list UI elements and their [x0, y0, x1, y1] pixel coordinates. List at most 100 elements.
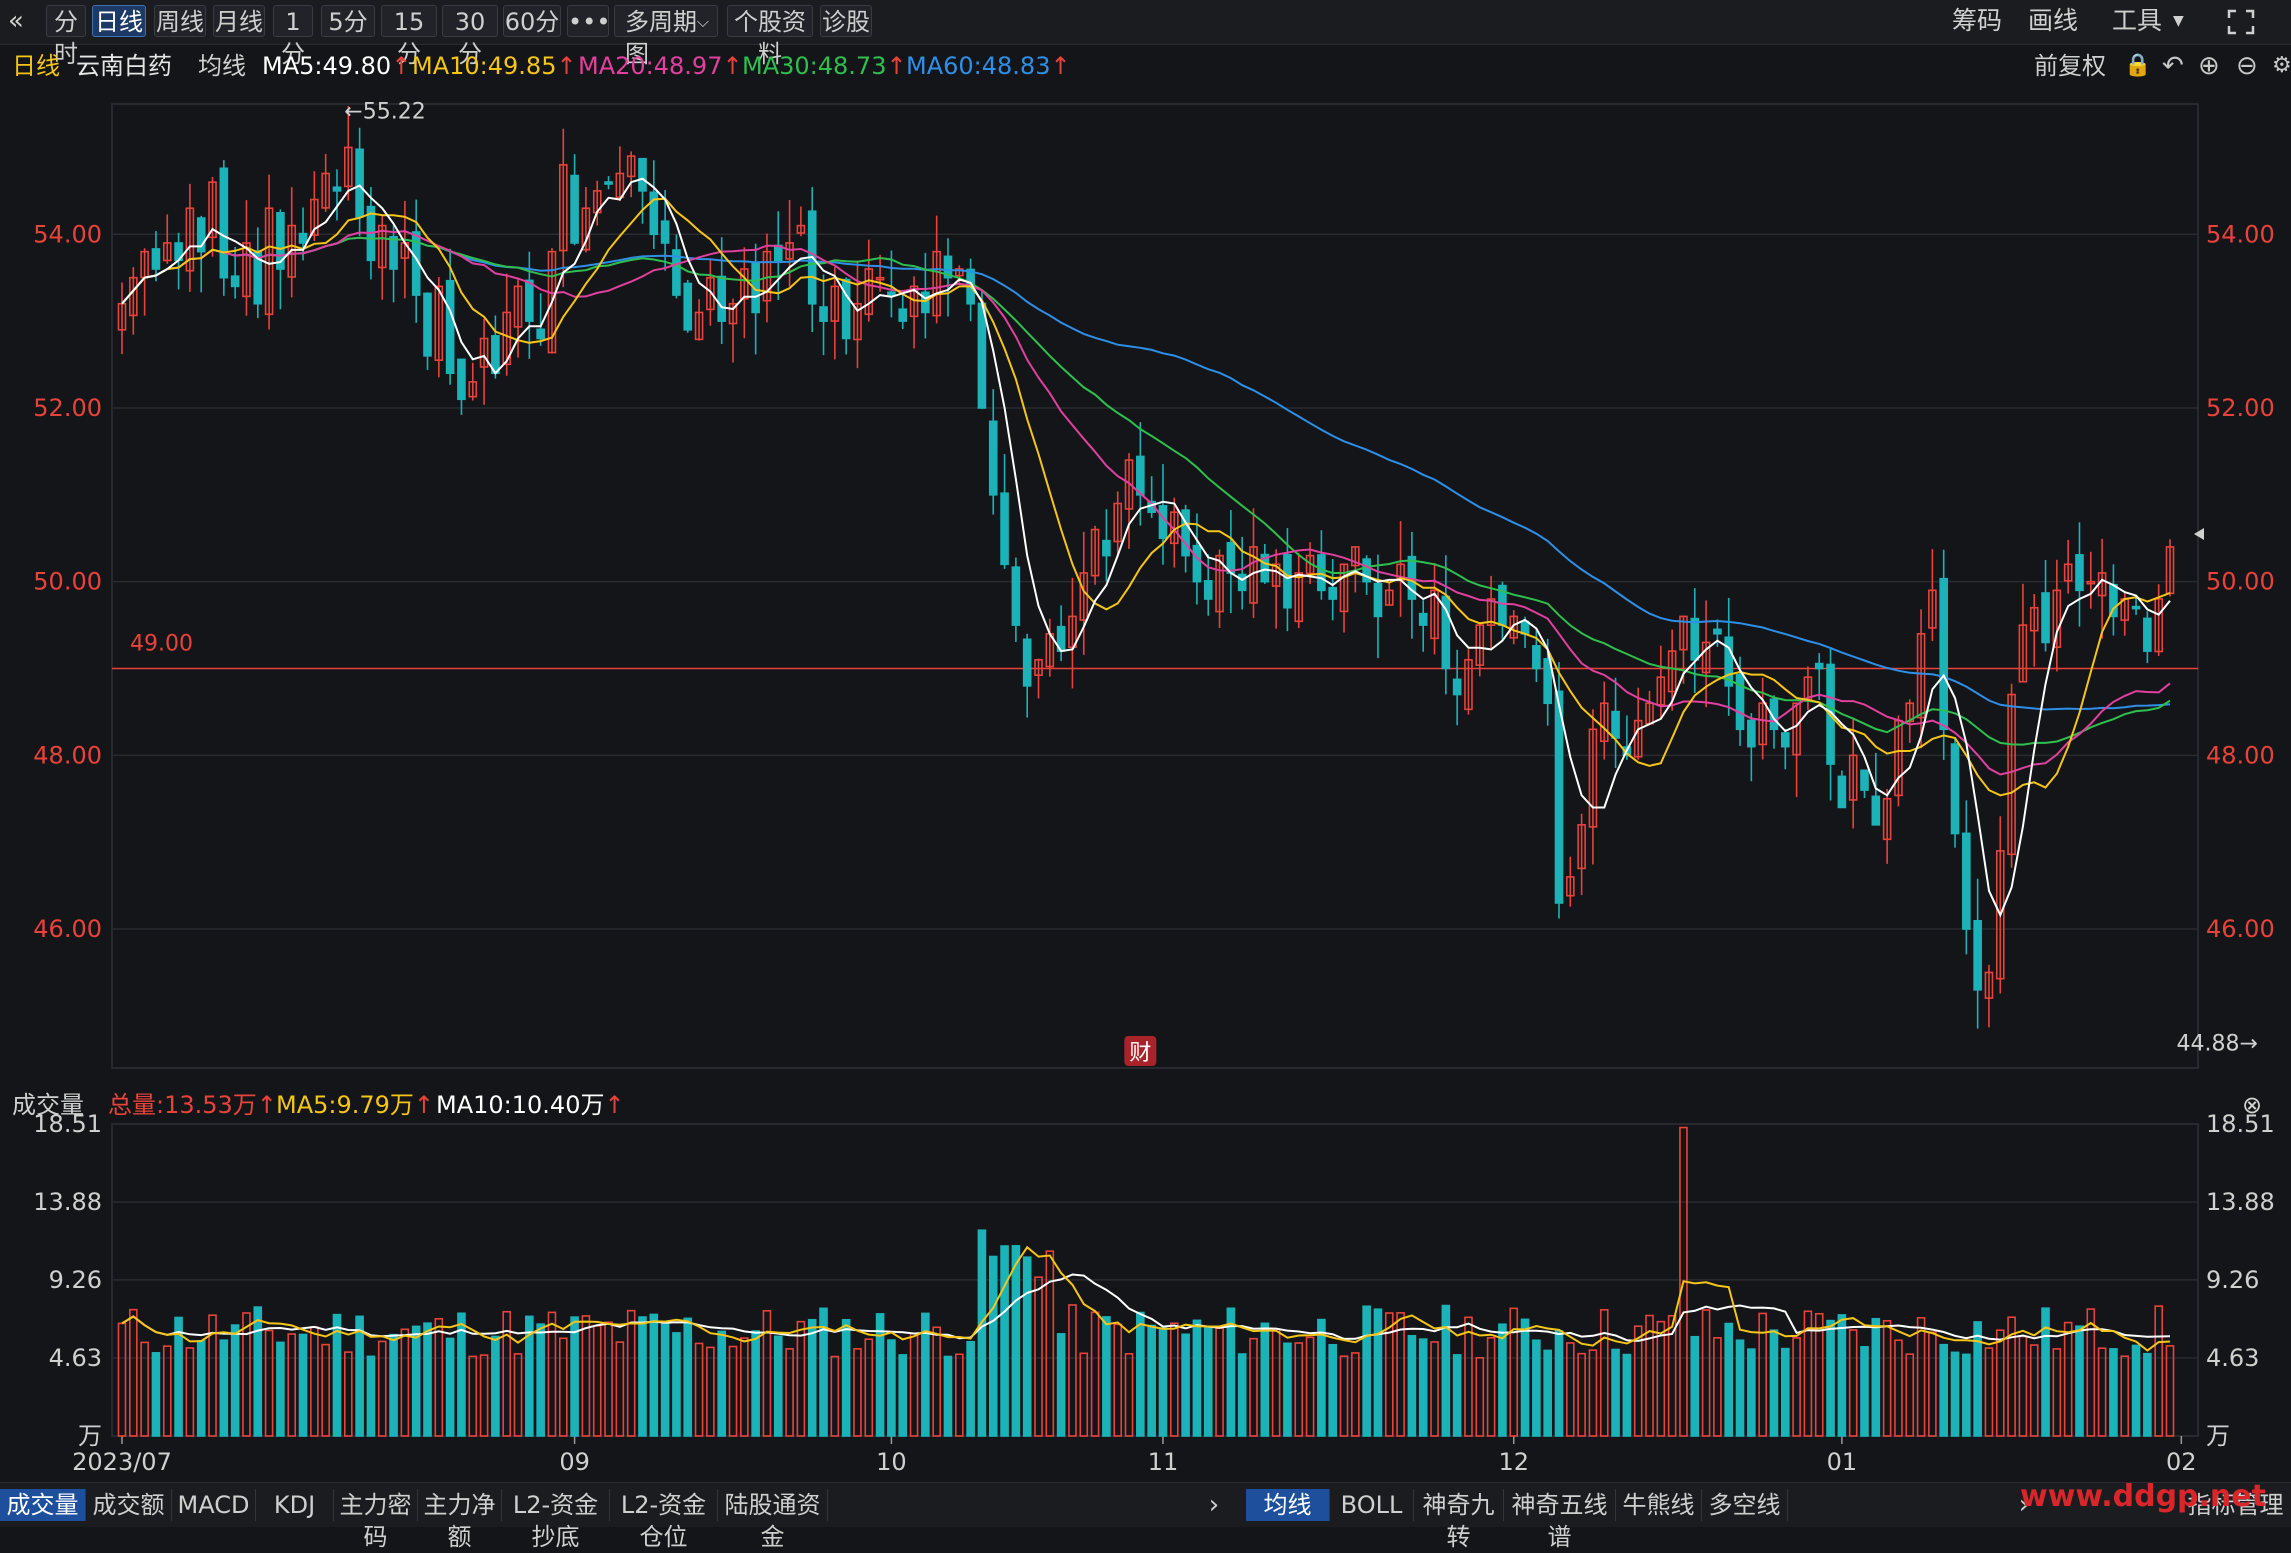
- tab-0[interactable]: 分时: [46, 5, 86, 68]
- indicator-tab-left-8[interactable]: 陆股通资金: [718, 1489, 828, 1551]
- candle-down: [1260, 553, 1270, 583]
- volume-bar-up: [1271, 1328, 1281, 1437]
- chevron-right-icon[interactable]: ›: [1208, 1490, 1220, 1520]
- candle-down: [1283, 553, 1292, 609]
- indicator-tab-right-3[interactable]: 神奇五线谱: [1504, 1489, 1616, 1551]
- volume-bar-up: [1339, 1355, 1349, 1437]
- indicator-tab-right-0[interactable]: 均线: [1246, 1489, 1330, 1521]
- tab-3[interactable]: 月线: [213, 5, 265, 37]
- settings-icon[interactable]: ⚙: [2272, 53, 2291, 78]
- candle-up: [479, 337, 489, 368]
- candle-up: [1566, 876, 1575, 897]
- zoom-in-icon[interactable]: ⊕: [2198, 51, 2220, 81]
- candle-down: [1713, 628, 1722, 635]
- candle-down: [1520, 620, 1530, 635]
- diagnose-button[interactable]: 诊股: [820, 5, 872, 37]
- volume-bar-down: [921, 1312, 930, 1437]
- volume-bar-down: [2041, 1307, 2050, 1437]
- candle-up: [1848, 754, 1858, 801]
- tab-7[interactable]: 30分: [442, 5, 498, 68]
- indicator-tab-right-1[interactable]: BOLL: [1330, 1489, 1414, 1521]
- tools-dropdown-icon[interactable]: ▼: [2173, 13, 2184, 29]
- candle-up: [1034, 659, 1043, 677]
- volume-bar-up: [1430, 1341, 1439, 1437]
- candle-up: [706, 276, 715, 311]
- tab-2[interactable]: 周线: [154, 5, 206, 37]
- indicator-tab-left-6[interactable]: L2-资金抄底: [502, 1489, 610, 1551]
- volume-bar-up: [1034, 1276, 1043, 1437]
- ma20-label: MA20:48.97: [578, 52, 723, 80]
- volume-bar-up: [208, 1314, 217, 1437]
- volume-bar-down: [875, 1313, 885, 1437]
- back-icon[interactable]: «: [8, 6, 24, 36]
- volume-bar-down: [841, 1318, 851, 1437]
- volume-bar-down: [819, 1307, 828, 1437]
- draw-line-button[interactable]: 画线: [2028, 6, 2079, 35]
- adjust-mode-button[interactable]: 前复权: [2034, 52, 2106, 80]
- ma-title[interactable]: 均线: [198, 52, 246, 80]
- tab-1[interactable]: 日线: [92, 5, 146, 37]
- candle-down: [1158, 505, 1168, 540]
- stock-name[interactable]: 云南白药: [76, 52, 172, 80]
- tab-6[interactable]: 15分: [381, 5, 437, 68]
- indicator-manage-button[interactable]: 指标管理: [2187, 1491, 2284, 1519]
- volume-bar-down: [1407, 1334, 1417, 1437]
- more-button[interactable]: •••: [567, 5, 610, 37]
- candle-down: [2041, 592, 2050, 644]
- indicator-tab-left-4[interactable]: 主力密码: [334, 1489, 418, 1551]
- candle-down: [672, 249, 681, 296]
- financial-badge-text: 财: [1129, 1041, 1151, 1066]
- zoom-out-icon[interactable]: ⊖: [2236, 51, 2258, 81]
- volume-bar-up: [1984, 1347, 1994, 1437]
- candle-down: [355, 148, 364, 218]
- candle-up: [1090, 528, 1100, 577]
- volume-title[interactable]: 成交量: [12, 1091, 84, 1119]
- lock-icon[interactable]: 🔒: [2124, 53, 2152, 78]
- ma30-value: MA30:48.73↑: [742, 52, 907, 80]
- volume-bar-up: [1916, 1317, 1926, 1437]
- indicator-tab-left-3[interactable]: KDJ: [256, 1489, 334, 1521]
- indicator-tab-right-5[interactable]: 多空线: [1702, 1489, 1788, 1521]
- stock-info-button[interactable]: 个股资料: [727, 5, 813, 68]
- volume-bar-down: [1871, 1317, 1881, 1437]
- multi-period-button[interactable]: 多周期图 ⌵: [614, 5, 718, 68]
- indicator-tab-left-2[interactable]: MACD: [172, 1489, 256, 1521]
- tab-8[interactable]: 60分: [503, 5, 561, 37]
- expand-icon[interactable]: [2226, 8, 2256, 36]
- candle-up: [1486, 598, 1496, 626]
- volume-bar-up: [1814, 1312, 1824, 1437]
- volume-bar-down: [773, 1335, 783, 1437]
- volume-bar-up: [117, 1322, 127, 1437]
- candlestick-chart[interactable]: 54.00 54.00 52.00 52.00 50.00 50.00 48.00 48.00…: [0, 0, 2291, 1482]
- candle-up: [558, 163, 568, 252]
- indicator-tab-right-2[interactable]: 神奇九转: [1414, 1489, 1504, 1551]
- volume-bar-up: [162, 1345, 172, 1437]
- volume-bar-down: [1950, 1351, 1960, 1437]
- chip-distribution-button[interactable]: 筹码: [1952, 6, 2003, 35]
- candle-down: [1418, 612, 1428, 626]
- volume-bar-up: [1396, 1312, 1405, 1437]
- tab-5[interactable]: 5分: [321, 5, 375, 37]
- candle-up: [1430, 589, 1439, 640]
- undo-icon[interactable]: ↶: [2162, 51, 2184, 81]
- indicator-tab-left-5[interactable]: 主力净额: [418, 1489, 502, 1551]
- date-tick-label: 02: [2166, 1448, 2197, 1476]
- indicator-tab-left-0[interactable]: 成交量: [0, 1489, 86, 1521]
- top-toolbar: « 分时 日线 周线 月线 1分 5分 15分 30分 60分 ••• 多周期图 ⌵ 个股资料 …: [0, 0, 2291, 68]
- volume-bar-up: [321, 1343, 330, 1437]
- indicator-tab-left-1[interactable]: 成交额: [86, 1489, 172, 1521]
- indicator-tab-left-7[interactable]: L2-资金仓位: [610, 1489, 718, 1551]
- date-tick-label: 2023/07: [72, 1448, 172, 1476]
- indicator-tab-right-4[interactable]: 牛熊线: [1616, 1489, 1702, 1521]
- volume-bar-up: [1068, 1304, 1077, 1437]
- tools-button[interactable]: 工具: [2112, 6, 2163, 35]
- price-tick-left: 46.00: [33, 915, 102, 943]
- close-icon[interactable]: ⊗: [2242, 1091, 2263, 1119]
- volume-bar-down: [332, 1313, 342, 1437]
- volume-bar-down: [253, 1306, 263, 1437]
- candle-up: [343, 146, 353, 188]
- tab-4[interactable]: 1分: [273, 5, 313, 68]
- candle-down: [988, 420, 998, 496]
- volume-bar-up: [954, 1353, 964, 1437]
- chevron-right-icon[interactable]: ›: [2018, 1490, 2030, 1520]
